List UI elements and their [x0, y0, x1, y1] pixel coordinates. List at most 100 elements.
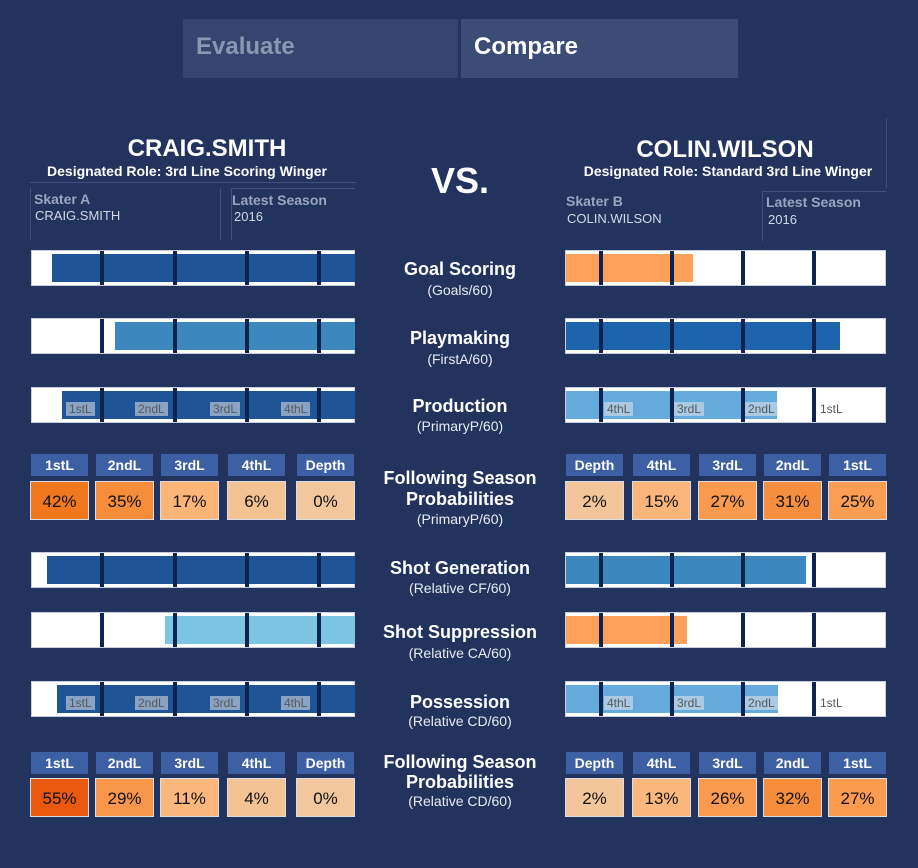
shot-generation-title: Shot Generation [389, 558, 530, 578]
level-label: 3rdL [210, 402, 241, 416]
prob-value: 2% [565, 778, 624, 817]
prob-header: 3rdL [161, 454, 218, 476]
prob-header: 3rdL [699, 454, 756, 476]
threshold-tick [812, 388, 816, 422]
level-label: 3rdL [210, 696, 241, 710]
threshold-tick [741, 388, 745, 422]
playmaking-fill-b [566, 322, 840, 350]
shot-generation-sub: (Relative CF/60) [409, 580, 511, 596]
prob-header: 2ndL [96, 752, 153, 774]
level-label: 4thL [604, 402, 634, 416]
prob-value: 13% [632, 778, 691, 817]
threshold-tick [741, 251, 745, 285]
threshold-tick [741, 553, 745, 587]
threshold-tick [812, 553, 816, 587]
prob2-title-line2: Probabilities [405, 772, 515, 792]
level-label: 4thL [281, 402, 311, 416]
threshold-tick [317, 553, 321, 587]
skater-a-select[interactable]: Skater A CRAIG.SMITH [30, 188, 221, 240]
tab-compare[interactable]: Compare [461, 19, 738, 78]
threshold-tick [245, 388, 249, 422]
threshold-tick [599, 553, 603, 587]
threshold-tick [173, 682, 177, 716]
threshold-tick [100, 251, 104, 285]
possession-sub: (Relative CD/60) [408, 713, 512, 729]
season-b-select[interactable]: Latest Season 2016 [762, 191, 886, 241]
prob-value: 27% [698, 481, 757, 520]
level-label: 2ndL [745, 696, 778, 710]
threshold-tick [317, 319, 321, 353]
playmaking-bar-b [565, 318, 886, 354]
threshold-tick [245, 251, 249, 285]
prob-header: 4thL [633, 454, 690, 476]
shot-suppression-sub: (Relative CA/60) [408, 645, 512, 661]
prob-header: Depth [566, 752, 623, 774]
prob2-sub: (Relative CD/60) [408, 793, 512, 809]
player-a-divider [30, 182, 356, 183]
shot-generation-bar-b [565, 552, 886, 588]
possession-bar-b: 4thL 3rdL 2ndL 1stL [565, 681, 886, 717]
prob-header: 1stL [829, 454, 886, 476]
shot-generation-fill-a [47, 556, 355, 584]
prob-value: 42% [30, 481, 89, 520]
goal-scoring-bar-b [565, 250, 886, 286]
season-a-select[interactable]: Latest Season 2016 [231, 188, 355, 240]
prob-header: Depth [297, 454, 354, 476]
level-label: 1stL [66, 696, 95, 710]
season-b-label: Latest Season [766, 194, 861, 210]
threshold-tick [599, 251, 603, 285]
prob1-title-line2: Probabilities [405, 489, 515, 509]
playmaking-fill-a [115, 322, 355, 350]
production-fill-a [62, 391, 355, 419]
threshold-tick [670, 613, 674, 647]
prob-header: 4thL [633, 752, 690, 774]
prob1-sub: (PrimaryP/60) [416, 511, 504, 527]
threshold-tick [670, 553, 674, 587]
production-bar-b: 4thL 3rdL 2ndL 1stL [565, 387, 886, 423]
prob-header: 1stL [829, 752, 886, 774]
threshold-tick [173, 251, 177, 285]
threshold-tick [812, 251, 816, 285]
tab-evaluate[interactable]: Evaluate [183, 19, 458, 78]
player-b-edge [886, 118, 887, 188]
threshold-tick [100, 682, 104, 716]
threshold-tick [245, 613, 249, 647]
prob-value: 55% [30, 778, 89, 817]
level-label: 1stL [820, 696, 843, 710]
prob-value: 32% [763, 778, 822, 817]
goal-scoring-bar-a [31, 250, 355, 286]
shot-suppression-title: Shot Suppression [382, 622, 537, 642]
skater-a-label: Skater A [34, 191, 91, 207]
prob2-title-line1: Following Season [383, 752, 537, 772]
level-label: 3rdL [674, 402, 705, 416]
prob-value: 0% [296, 778, 355, 817]
threshold-tick [741, 682, 745, 716]
possession-title: Possession [409, 692, 511, 712]
threshold-tick [599, 682, 603, 716]
threshold-tick [670, 319, 674, 353]
skater-b-select[interactable]: Skater B COLIN.WILSON [564, 188, 760, 240]
threshold-tick [317, 251, 321, 285]
possession-bar-a: 1stL 2ndL 3rdL 4thL [31, 681, 355, 717]
threshold-tick [317, 613, 321, 647]
threshold-tick [173, 553, 177, 587]
level-label: 2ndL [135, 696, 168, 710]
skater-a-value: CRAIG.SMITH [35, 208, 121, 223]
threshold-tick [670, 251, 674, 285]
threshold-tick [599, 613, 603, 647]
threshold-tick [317, 682, 321, 716]
shot-suppression-bar-a [31, 612, 355, 648]
threshold-tick [670, 682, 674, 716]
prob-value: 25% [828, 481, 887, 520]
level-label: 1stL [66, 402, 95, 416]
threshold-tick [812, 682, 816, 716]
goal-scoring-title: Goal Scoring [403, 259, 517, 279]
threshold-tick [100, 319, 104, 353]
threshold-tick [245, 682, 249, 716]
threshold-tick [812, 613, 816, 647]
shot-suppression-fill-b [566, 616, 687, 644]
prob-header: 2ndL [96, 454, 153, 476]
threshold-tick [741, 613, 745, 647]
prob-value: 29% [95, 778, 154, 817]
season-b-value: 2016 [768, 212, 797, 227]
